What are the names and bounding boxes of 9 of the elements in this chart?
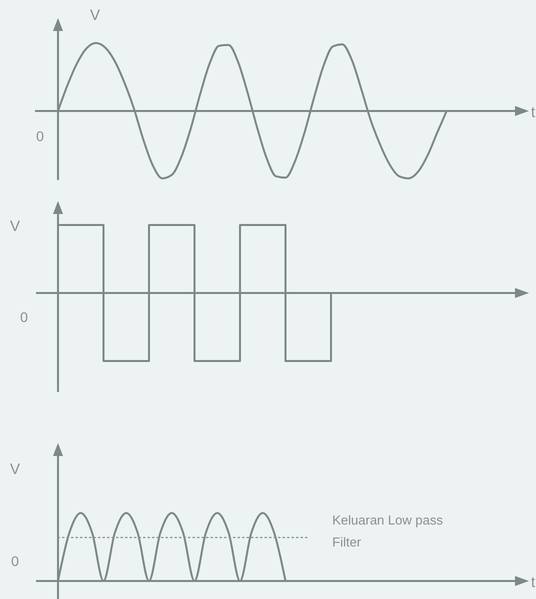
y-axis-title: V bbox=[10, 461, 20, 478]
x-axis-title: t bbox=[531, 574, 536, 591]
y-axis-title: V bbox=[90, 7, 100, 24]
series-label: Keluaran Low pass Filter bbox=[332, 512, 444, 550]
x-axis-title: t bbox=[531, 104, 536, 121]
text: 0 bbox=[11, 553, 20, 569]
y-axis-title: V bbox=[10, 218, 20, 235]
text: 0 bbox=[20, 309, 28, 325]
text: 0 bbox=[36, 128, 44, 144]
